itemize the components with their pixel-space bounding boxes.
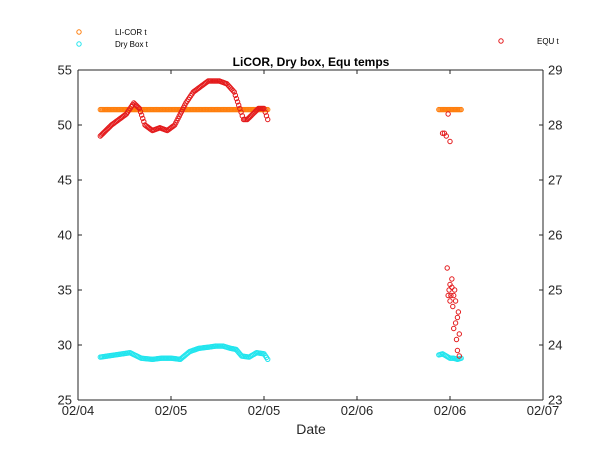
data-point-equ-t	[137, 109, 144, 115]
axes: 02/04 02/05 02/05 02/06 02/06 02/07 25 30 35 40 45…	[58, 63, 563, 419]
x-tick-label: 02/06	[341, 403, 374, 418]
data-point-equ-t	[141, 119, 147, 125]
legend-label: Dry Box t	[115, 40, 149, 49]
plot-area	[97, 78, 464, 362]
data-point-equ-t-sparse	[454, 314, 461, 321]
data-point-equ-t-sparse	[452, 320, 459, 326]
data-point-equ-t	[140, 115, 146, 122]
data-point-equ-t	[135, 104, 141, 111]
data-point-equ-t	[236, 102, 242, 108]
data-point-equ-t-sparse	[451, 325, 457, 332]
y-tick-label-left: 55	[58, 63, 72, 78]
y-tick-label-right: 28	[548, 118, 562, 133]
data-point-equ-t	[234, 99, 241, 105]
y-tick-label-left: 25	[58, 393, 72, 408]
data-point-equ-t-sparse	[451, 287, 458, 293]
x-tick-label: 02/06	[434, 403, 467, 418]
x-tick-label: 02/05	[248, 403, 281, 418]
data-point-equ-t-sparse	[445, 292, 451, 299]
x-tick-label: 02/07	[527, 403, 560, 418]
data-point-equ-t-sparse	[456, 331, 462, 337]
data-point-equ-t-sparse	[449, 276, 455, 282]
y-tick-label-left: 50	[58, 118, 72, 133]
data-point-equ-t	[138, 112, 145, 118]
data-point-equ-t-sparse	[445, 111, 451, 117]
legend-marker	[498, 38, 504, 44]
data-point-equ-t-sparse	[447, 138, 453, 145]
data-point-equ-t-sparse	[452, 298, 459, 304]
chart-title: LiCOR, Dry box, Equ temps	[233, 55, 390, 69]
data-point-equ-t-sparse	[455, 309, 462, 315]
data-point-equ-t	[233, 95, 240, 102]
data-point-equ-t-sparse	[451, 292, 457, 299]
y-tick-label-right: 27	[548, 173, 562, 188]
x-tick-label: 02/05	[155, 403, 188, 418]
y-tick-label-left: 30	[58, 338, 72, 353]
y-tick-label-right: 24	[548, 338, 562, 353]
data-point-equ-t-sparse	[447, 298, 453, 304]
data-point-equ-t-sparse	[444, 265, 450, 271]
data-point-equ-t	[265, 116, 271, 123]
legend-marker	[76, 29, 82, 35]
data-point-equ-t	[204, 79, 210, 85]
data-point-equ-t-sparse	[449, 284, 455, 290]
legend-label: EQU t	[537, 37, 560, 46]
y-tick-label-right: 29	[548, 63, 562, 78]
y-tick-label-right: 23	[548, 393, 562, 408]
y-tick-label-left: 35	[58, 283, 72, 298]
y-tick-label-left: 45	[58, 173, 72, 188]
data-point-equ-t	[232, 92, 239, 99]
x-tick-label: 02/04	[62, 403, 95, 418]
data-point-equ-t-sparse	[448, 292, 454, 299]
data-point-equ-t	[148, 126, 154, 133]
legend-label: LI-COR t	[115, 28, 147, 37]
data-point-equ-t	[231, 89, 237, 95]
data-point-equ-t-sparse	[453, 336, 460, 343]
legend: LI-COR t Dry Box t EQU t	[76, 28, 560, 49]
data-point-li-cor-t	[458, 106, 464, 113]
x-axis-label: Date	[296, 421, 326, 437]
data-point-equ-t-sparse	[450, 303, 456, 310]
data-point-equ-t-sparse	[456, 353, 462, 359]
data-point-equ-t-sparse	[446, 287, 452, 293]
data-point-equ-t-sparse	[439, 130, 446, 136]
data-point-dry-box-t	[265, 356, 271, 362]
legend-marker	[76, 41, 82, 47]
y-tick-label-right: 26	[548, 228, 562, 243]
y-tick-label-right: 25	[548, 283, 562, 298]
data-point-equ-t	[136, 105, 143, 112]
data-point-equ-t-sparse	[443, 133, 449, 139]
data-point-equ-t	[230, 87, 236, 94]
y-tick-label-left: 40	[58, 228, 72, 243]
data-point-equ-t-sparse	[454, 347, 461, 354]
